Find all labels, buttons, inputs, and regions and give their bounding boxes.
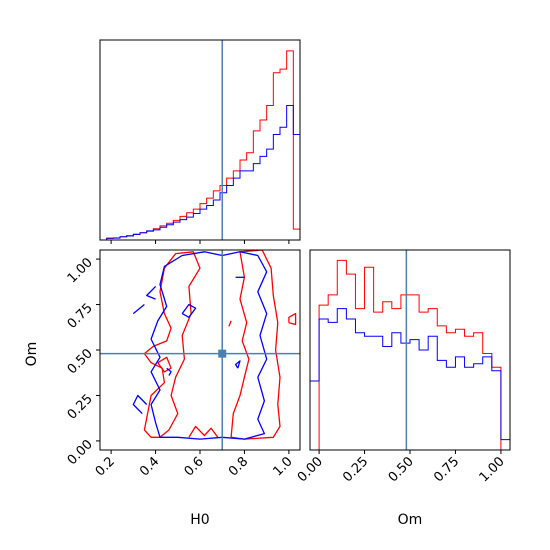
contour-red-line bbox=[228, 320, 232, 327]
contour-truth-marker bbox=[218, 349, 227, 358]
contour-blue-line bbox=[234, 360, 241, 369]
om-hist-blue-series bbox=[309, 308, 511, 450]
contour-y-tick-label: 0.75 bbox=[65, 301, 96, 332]
contour-y-tick-label: 0.00 bbox=[65, 437, 96, 468]
h0-histogram-panel bbox=[99, 39, 301, 244]
om-hist-tick-label: 0.50 bbox=[386, 454, 417, 485]
contour-red-line bbox=[143, 251, 201, 438]
contour-blue-line bbox=[132, 394, 148, 415]
contour-blue-line bbox=[181, 303, 197, 318]
contour-x-tick-label: 0.6 bbox=[182, 454, 207, 479]
contour-blue-line bbox=[166, 367, 172, 376]
contour-blue-line bbox=[150, 251, 268, 440]
contour-frame bbox=[99, 249, 301, 451]
contour-lines bbox=[132, 250, 297, 440]
x-axis-label-h0: H0 bbox=[190, 512, 209, 528]
h0-om-contour-panel: 0.2 0.4 0.6 0.8 1.0 0.00 0.25 0.50 0.75 1.00 bbox=[65, 249, 301, 479]
om-hist-tick-label: 0.75 bbox=[431, 454, 462, 485]
contour-red-line bbox=[230, 250, 281, 440]
om-hist-tick-label: 0.25 bbox=[340, 454, 371, 485]
contour-red-line bbox=[157, 356, 172, 373]
contour-red-line bbox=[188, 425, 219, 438]
contour-y-tick-label: 0.25 bbox=[65, 392, 96, 423]
om-hist-frame bbox=[309, 249, 511, 451]
contour-y-tick-label: 0.50 bbox=[65, 346, 96, 377]
om-hist-red-series bbox=[310, 259, 510, 451]
contour-x-tick-label: 0.2 bbox=[93, 454, 118, 479]
om-hist-tick-label: 0.00 bbox=[295, 454, 326, 485]
y-axis-label-om: Om bbox=[24, 342, 40, 367]
contour-y-tick-label: 1.00 bbox=[65, 255, 96, 286]
contour-blue-line bbox=[146, 285, 157, 300]
contour-x-tick-label: 0.4 bbox=[137, 454, 162, 479]
h0-hist-frame bbox=[99, 39, 301, 241]
om-hist-tick-label: 1.00 bbox=[477, 454, 508, 485]
x-axis-label-om: Om bbox=[398, 512, 423, 528]
contour-blue-line bbox=[132, 303, 145, 315]
om-histogram-panel: 0.00 0.25 0.50 0.75 1.00 bbox=[295, 249, 511, 485]
contour-x-tick-label: 1.0 bbox=[270, 454, 295, 479]
contour-red-line bbox=[288, 312, 297, 326]
h0-hist-blue-series bbox=[100, 104, 301, 241]
contour-x-tick-label: 0.8 bbox=[226, 454, 251, 479]
